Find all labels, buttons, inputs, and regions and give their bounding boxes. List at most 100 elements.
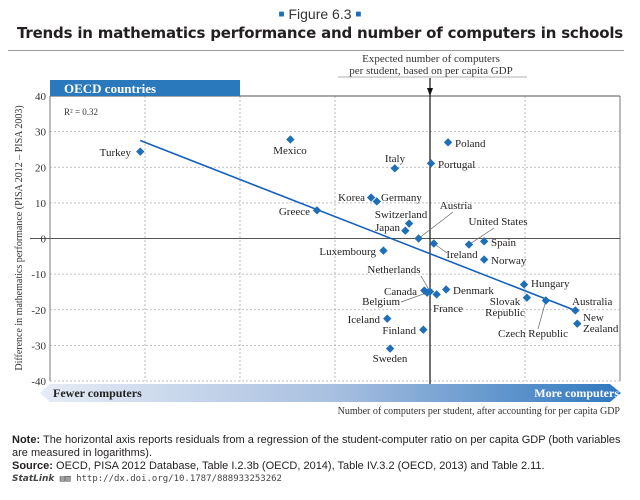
point-czech-republic: [541, 296, 551, 305]
point-austria: [414, 234, 423, 243]
label-mexico: Mexico: [273, 145, 307, 157]
figure-number: Figure 6.3: [288, 6, 352, 22]
point-turkey: [136, 147, 145, 156]
label-luxembourg: Luxembourg: [319, 246, 376, 258]
note-text: The horizontal axis reports residuals fr…: [12, 434, 621, 459]
x-left-label: Fewer computers: [53, 386, 142, 400]
y-tick-label: -10: [31, 269, 46, 281]
statlink-logo: StatLink: [12, 474, 55, 484]
leader-line-austria: [418, 211, 454, 239]
point-germany: [372, 197, 381, 206]
label-spain: Spain: [491, 237, 517, 249]
point-poland: [443, 138, 453, 147]
label-czech-republic: Czech Republic: [498, 328, 568, 340]
chart-title: Trends in mathematics performance and nu…: [17, 24, 623, 42]
label-united-states: United States: [469, 216, 528, 228]
statlink-icon: ▤▥: [59, 474, 71, 484]
note-block: Note: The horizontal axis reports residu…: [12, 434, 632, 473]
label-portugal: Portugal: [438, 159, 475, 171]
y-tick-label: 0: [41, 234, 47, 246]
point-belgium: [422, 288, 432, 297]
panel-label: OECD countries: [64, 81, 156, 96]
reference-line-label-1: Expected number of computers: [362, 53, 500, 65]
label-ireland: Ireland: [446, 249, 478, 261]
y-tick-label: -30: [31, 340, 46, 352]
point-australia: [571, 306, 580, 315]
reference-arrow-icon: [427, 88, 433, 96]
x-right-label: More computers: [534, 386, 619, 400]
label-switzerland: Switzerland: [375, 209, 428, 221]
point-ireland: [429, 239, 438, 248]
statlink-url[interactable]: http://dx.doi.org/10.1787/888933253262: [76, 474, 282, 484]
point-new-zealand: [573, 319, 582, 328]
y-tick-label: 20: [35, 162, 47, 174]
label-france: France: [433, 303, 463, 315]
point-japan: [401, 226, 410, 235]
source-text: OECD, PISA 2012 Database, Table I.2.3b (…: [56, 460, 545, 472]
label-belgium: Belgium: [362, 296, 400, 308]
label-korea: Korea: [338, 192, 365, 204]
label-iceland: Iceland: [348, 314, 381, 326]
leader-line-belgium: [400, 292, 428, 303]
square-bullet-icon: ■: [355, 9, 362, 20]
note: Note: The horizontal axis reports residu…: [12, 434, 632, 460]
label-turkey: Turkey: [100, 147, 132, 159]
label-hungary: Hungary: [531, 278, 570, 290]
square-bullet-icon: ■: [278, 9, 285, 20]
point-italy: [390, 164, 400, 173]
point-switzerland: [404, 219, 414, 228]
title-divider: [8, 50, 624, 51]
point-norway: [479, 255, 489, 264]
statlink: StatLink ▤▥ http://dx.doi.org/10.1787/88…: [12, 474, 282, 484]
label-germany: Germany: [381, 192, 422, 204]
y-tick-label: 10: [35, 198, 47, 210]
y-tick-label: 30: [35, 127, 47, 139]
label-sweden: Sweden: [373, 353, 408, 365]
label-netherlands: Netherlands: [367, 264, 420, 276]
trend-line: [139, 139, 576, 312]
leader-line-czech-republic: [537, 300, 547, 330]
label-austria: Austria: [440, 200, 473, 212]
label-australia: Australia: [572, 296, 612, 308]
label-poland: Poland: [455, 138, 486, 150]
point-slovak-republic: [522, 293, 532, 302]
point-sweden: [385, 344, 395, 353]
figure-label: ■ Figure 6.3 ■: [0, 6, 640, 22]
label-canada: Canada: [384, 286, 417, 298]
r-squared: R² = 0.32: [64, 107, 98, 117]
label-japan: Japan: [375, 222, 401, 234]
y-tick-label: -40: [31, 376, 46, 388]
label-italy: Italy: [385, 153, 406, 165]
point-portugal: [426, 159, 436, 168]
point-united-states: [464, 240, 474, 249]
leader-line-united-states: [468, 227, 495, 245]
x-axis-label: Number of computers per student, after a…: [338, 406, 621, 417]
point-denmark: [441, 285, 451, 294]
label-norway: Norway: [491, 255, 527, 267]
y-tick-label: 40: [35, 91, 47, 103]
point-hungary: [519, 280, 529, 289]
label-finland: Finland: [382, 325, 416, 337]
panel-label-box: [50, 80, 240, 96]
label-greece: Greece: [279, 206, 310, 218]
point-finland: [419, 325, 428, 334]
point-france: [432, 290, 441, 299]
point-spain: [479, 237, 489, 246]
point-iceland: [383, 314, 392, 323]
point-mexico: [286, 135, 295, 144]
label-denmark: Denmark: [453, 285, 494, 297]
label-new-zealand: New Zealand: [583, 312, 619, 335]
point-luxembourg: [379, 246, 388, 255]
reference-line-label-2: per student, based on per capita GDP: [349, 65, 512, 77]
y-tick-label: -20: [31, 305, 46, 317]
point-greece: [312, 206, 322, 215]
y-axis-label: Difference in mathematics performance (P…: [14, 105, 25, 370]
source: Source: OECD, PISA 2012 Database, Table …: [12, 460, 632, 473]
source-label: Source:: [12, 460, 53, 472]
point-korea: [366, 193, 376, 202]
label-slovak-republic: Slovak Republic: [485, 296, 525, 319]
note-label: Note:: [12, 434, 41, 446]
x-direction-band: [40, 384, 621, 402]
